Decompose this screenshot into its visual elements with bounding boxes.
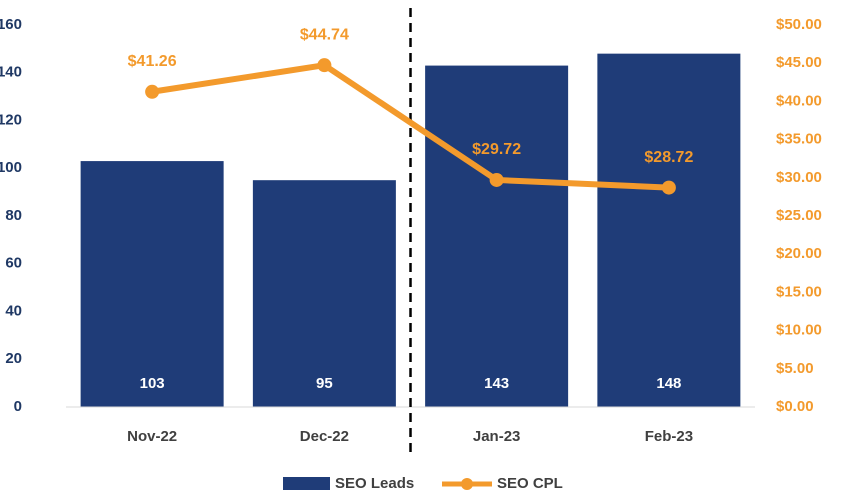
legend-swatch: [283, 477, 330, 490]
line-value-label: $29.72: [472, 141, 521, 158]
y2-tick-label: $25.00: [776, 207, 822, 224]
line-marker: [317, 58, 332, 73]
x-tick-label: Feb-23: [645, 428, 693, 445]
x-tick-label: Nov-22: [127, 428, 177, 445]
y2-tick-label: $5.00: [776, 360, 814, 377]
line-marker: [489, 172, 504, 187]
legend-label: SEO CPL: [497, 475, 563, 492]
y-tick-label: 120: [0, 111, 22, 128]
bar-value-label: 103: [140, 375, 165, 392]
y-tick-label: 100: [0, 159, 22, 176]
line-value-label: $28.72: [644, 149, 693, 166]
bar-value-label: 148: [656, 375, 681, 392]
y-tick-label: 160: [0, 16, 22, 33]
y2-tick-label: $45.00: [776, 54, 822, 71]
y-tick-label: 0: [14, 398, 22, 415]
y2-tick-label: $50.00: [776, 16, 822, 33]
line-value-label: $41.26: [128, 53, 177, 70]
bar-value-label: 143: [484, 375, 509, 392]
y2-tick-label: $35.00: [776, 131, 822, 148]
y-tick-label: 140: [0, 64, 22, 81]
bar: [425, 65, 569, 408]
bar: [597, 53, 741, 408]
line-marker: [661, 180, 676, 195]
y-tick-label: 20: [5, 350, 22, 367]
legend-label: SEO Leads: [335, 475, 414, 492]
y-tick-label: 60: [5, 255, 22, 272]
y2-tick-label: $40.00: [776, 92, 822, 109]
legend-swatch: [461, 478, 473, 490]
y-tick-label: 40: [5, 302, 22, 319]
y2-tick-label: $0.00: [776, 398, 814, 415]
y2-tick-label: $20.00: [776, 245, 822, 262]
bar: [252, 180, 396, 407]
x-tick-label: Dec-22: [300, 428, 349, 445]
y2-tick-label: $30.00: [776, 169, 822, 186]
line-marker: [145, 84, 160, 99]
x-tick-label: Jan-23: [473, 428, 521, 445]
y-tick-label: 80: [5, 207, 22, 224]
line-value-label: $44.74: [300, 26, 349, 43]
line: [151, 62, 670, 191]
y2-tick-label: $15.00: [776, 283, 822, 300]
bar-value-label: 95: [316, 375, 333, 392]
y2-tick-label: $10.00: [776, 322, 822, 339]
bar: [80, 161, 224, 407]
